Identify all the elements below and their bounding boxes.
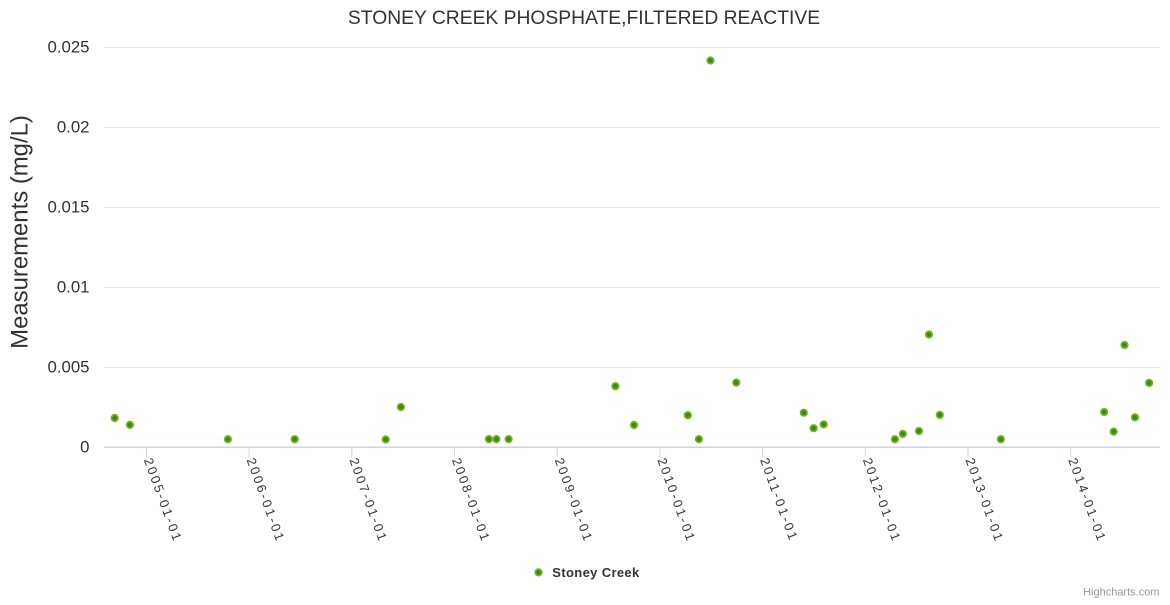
- svg-text:0: 0: [80, 438, 89, 457]
- svg-text:Stoney Creek: Stoney Creek: [552, 565, 640, 580]
- svg-text:0.015: 0.015: [48, 198, 90, 217]
- svg-text:STONEY CREEK PHOSPHATE,FILTERE: STONEY CREEK PHOSPHATE,FILTERED REACTIVE: [348, 8, 820, 29]
- svg-text:0.01: 0.01: [57, 278, 90, 297]
- svg-text:Measurements (mg/L): Measurements (mg/L): [7, 115, 34, 349]
- svg-text:0.02: 0.02: [57, 118, 90, 137]
- svg-text:0.025: 0.025: [48, 38, 90, 57]
- svg-text:0.005: 0.005: [48, 358, 90, 377]
- svg-text:Highcharts.com: Highcharts.com: [1083, 587, 1159, 599]
